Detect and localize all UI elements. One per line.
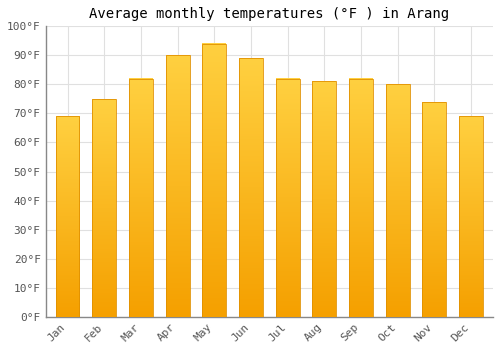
Bar: [239, 58, 263, 317]
Bar: [312, 82, 336, 317]
Bar: [459, 116, 483, 317]
Bar: [349, 78, 373, 317]
Bar: [276, 78, 299, 317]
Bar: [386, 84, 409, 317]
Title: Average monthly temperatures (°F ) in Arang: Average monthly temperatures (°F ) in Ar…: [89, 7, 450, 21]
Bar: [202, 44, 226, 317]
Bar: [166, 55, 190, 317]
Bar: [129, 78, 153, 317]
Bar: [56, 116, 80, 317]
Bar: [92, 99, 116, 317]
Bar: [422, 102, 446, 317]
